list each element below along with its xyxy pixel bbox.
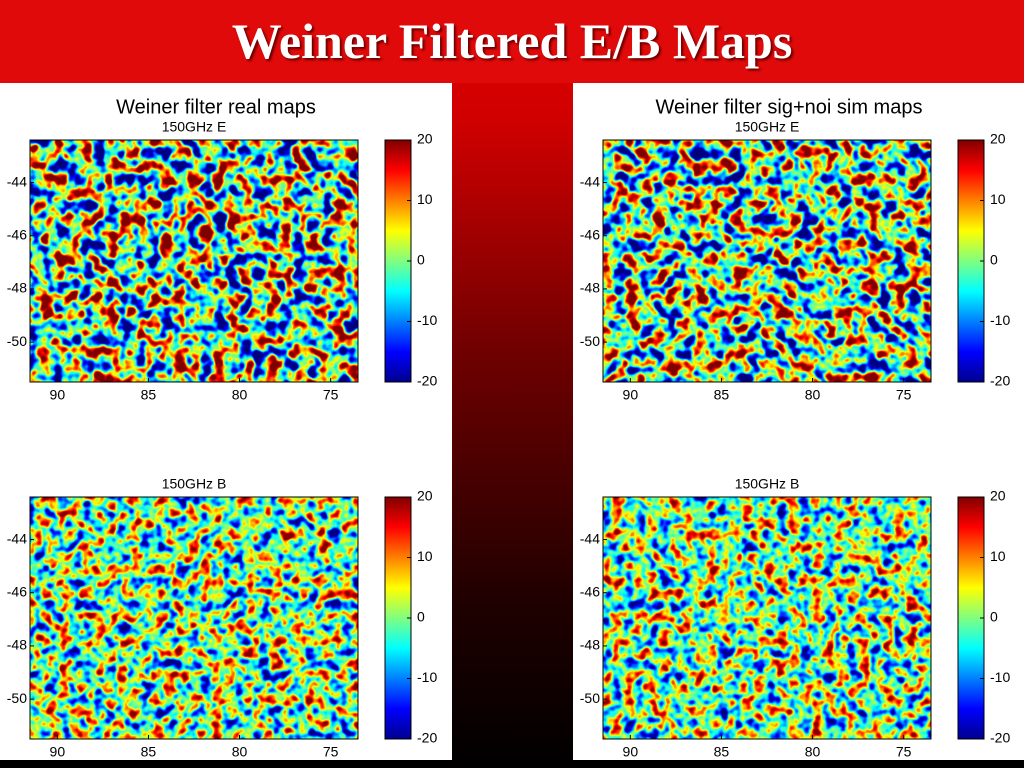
x-tick-label: 90	[623, 387, 639, 403]
x-tick-label: 75	[323, 387, 339, 403]
x-tick-label: 90	[50, 744, 66, 760]
y-tick-label: -44	[7, 530, 27, 546]
heatmap-image	[30, 140, 358, 382]
colorbar-tick-label: 20	[417, 488, 433, 504]
x-tick-label: 75	[896, 387, 912, 403]
figure-title: Weiner filter real maps	[116, 96, 316, 118]
y-tick-label: -48	[7, 637, 27, 653]
colorbar-tick-label: 0	[417, 609, 425, 625]
y-tick-label: -48	[7, 280, 27, 296]
colorbar-tick-label: -10	[417, 669, 437, 685]
colorbar-tick-label: 10	[417, 548, 433, 564]
y-tick-label: -44	[580, 173, 600, 189]
x-tick-label: 75	[896, 744, 912, 760]
x-tick-label: 80	[232, 744, 248, 760]
x-tick-label: 85	[714, 744, 730, 760]
colorbar-tick-label: 10	[417, 191, 433, 207]
y-tick-label: -50	[580, 333, 600, 349]
x-tick-label: 80	[805, 744, 821, 760]
y-tick-label: -50	[7, 333, 27, 349]
colorbar-tick-label: -20	[990, 730, 1010, 746]
colorbar-tick-label: 10	[990, 191, 1006, 207]
y-tick-label: -46	[580, 583, 600, 599]
heatmap-image	[603, 140, 931, 382]
colorbar-tick-label: 20	[417, 131, 433, 147]
y-tick-label: -48	[580, 637, 600, 653]
x-tick-label: 75	[323, 744, 339, 760]
y-tick-label: -50	[7, 690, 27, 706]
y-tick-label: -44	[7, 173, 27, 189]
colorbar-tick-label: 0	[990, 609, 998, 625]
x-tick-label: 85	[714, 387, 730, 403]
y-tick-label: -50	[580, 690, 600, 706]
colorbar-tick-label: -10	[990, 312, 1010, 328]
colorbar-tick-label: -20	[417, 373, 437, 389]
y-tick-label: -48	[580, 280, 600, 296]
colorbar	[957, 496, 985, 740]
colorbar-tick-label: -10	[417, 312, 437, 328]
x-tick-label: 85	[141, 744, 157, 760]
heatmap-image	[30, 497, 358, 739]
heatmap-image	[603, 497, 931, 739]
axes-title: 150GHz B	[735, 476, 800, 492]
x-tick-label: 85	[141, 387, 157, 403]
colorbar-tick-label: 20	[990, 488, 1006, 504]
axes-frame	[29, 139, 359, 383]
axes-frame	[602, 139, 932, 383]
axes-title: 150GHz E	[162, 119, 227, 135]
y-tick-label: -46	[7, 226, 27, 242]
y-tick-label: -46	[7, 583, 27, 599]
slide-title: Weiner Filtered E/B Maps	[0, 0, 1024, 83]
colorbar-tick-label: 10	[990, 548, 1006, 564]
colorbar-tick-label: 0	[990, 252, 998, 268]
x-tick-label: 80	[805, 387, 821, 403]
y-tick-label: -46	[580, 226, 600, 242]
colorbar-tick-label: 20	[990, 131, 1006, 147]
colorbar-tick-label: 0	[417, 252, 425, 268]
y-tick-label: -44	[580, 530, 600, 546]
figure-title: Weiner filter sig+noi sim maps	[656, 96, 923, 118]
colorbar-tick-label: -10	[990, 669, 1010, 685]
axes-title: 150GHz E	[735, 119, 800, 135]
colorbar-tick-label: -20	[990, 373, 1010, 389]
colorbar	[957, 139, 985, 383]
axes-frame	[602, 496, 932, 740]
axes-frame	[29, 496, 359, 740]
axes-title: 150GHz B	[162, 476, 227, 492]
colorbar-tick-label: -20	[417, 730, 437, 746]
x-tick-label: 90	[50, 387, 66, 403]
colorbar	[384, 496, 412, 740]
x-tick-label: 80	[232, 387, 248, 403]
x-tick-label: 90	[623, 744, 639, 760]
